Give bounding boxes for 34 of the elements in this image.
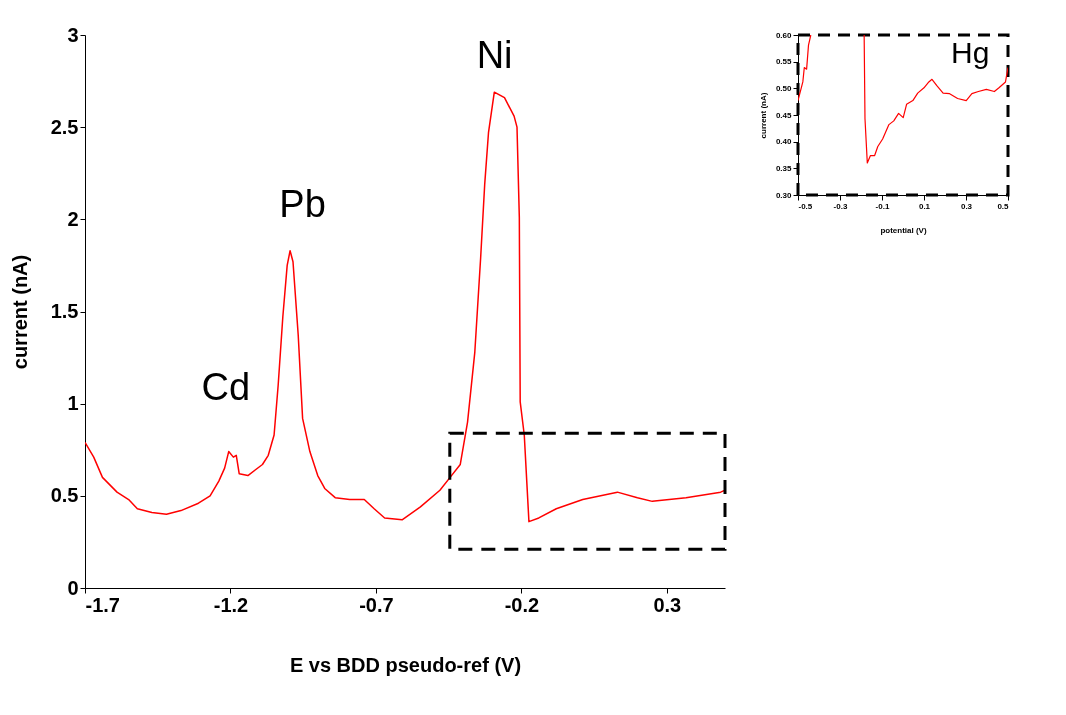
y-axis-title: current (nA): [758, 92, 768, 139]
y-tick-label: 2.5: [50, 115, 79, 138]
x-axis-title: potential (V): [880, 225, 927, 235]
y-tick-label: 0.45: [775, 110, 793, 120]
x-tick-label: 0.3: [960, 201, 973, 211]
y-tick-label: 3: [67, 23, 79, 46]
x-tick-label: 0.5: [997, 201, 1010, 211]
y-tick-label: 0.40: [775, 137, 793, 147]
annotation: Hg: [951, 36, 990, 70]
line-series: [85, 91, 725, 523]
x-tick-label: 0.1: [918, 201, 931, 211]
y-tick-label: 0.55: [775, 57, 793, 67]
x-tick-label: -0.1: [875, 201, 890, 211]
y-tick-label: 0.35: [775, 163, 793, 173]
y-tick-label: 1.5: [50, 300, 79, 322]
y-tick-label: 2: [67, 207, 79, 230]
x-tick-label: -1.7: [85, 593, 120, 616]
y-tick-label: 0.60: [775, 30, 793, 40]
y-tick-label: 0: [67, 576, 79, 599]
x-tick-label: -0.5: [798, 201, 813, 211]
y-tick-label: 1: [67, 392, 79, 415]
annotation: Cd: [201, 365, 251, 408]
x-tick-label: -0.3: [833, 201, 848, 211]
y-tick-label: 0.50: [775, 83, 793, 93]
x-tick-label: -1.2: [213, 593, 249, 616]
x-tick-label: 0.3: [653, 593, 682, 616]
x-tick-label: -0.7: [359, 593, 394, 616]
x-tick-label: -0.2: [504, 593, 540, 616]
y-tick-label: 0.5: [50, 484, 79, 507]
annotation: Ni: [476, 34, 513, 77]
annotation: Pb: [279, 183, 326, 226]
y-axis-title: current (nA): [8, 254, 31, 370]
y-tick-label: 0.30: [775, 190, 793, 200]
x-axis-title: E vs BDD pseudo-ref (V): [289, 653, 522, 676]
